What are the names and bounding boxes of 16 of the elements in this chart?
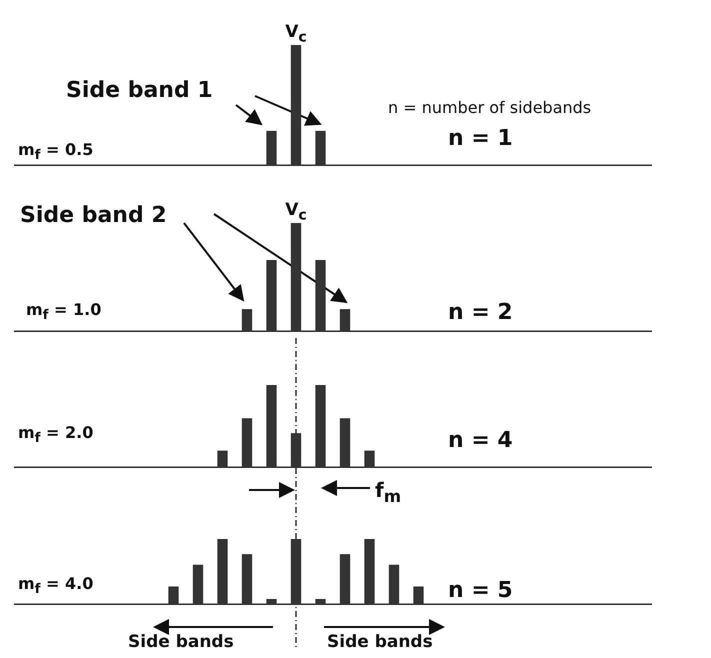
text: f$_{m}$ [375,478,402,506]
text: n = 2 [448,300,513,325]
annotation: V$_{c}$ [285,22,307,46]
text: m$_{f}$ = 4.0 [18,574,94,598]
text: n = 5 [448,578,513,603]
text: n = 4 [448,428,513,453]
text: Side bands [327,632,433,652]
text: n = 1 [448,126,513,151]
text: Side bands [128,632,234,652]
text: Side band 1 [66,78,213,103]
text: n = number of sidebands [388,98,592,117]
text: m$_{f}$ = 1.0 [26,300,102,324]
text: m$_{f}$ = 0.5 [18,140,94,164]
text: Side band 2 [20,203,167,228]
annotation: V$_{c}$ [285,200,307,224]
text: m$_{f}$ = 2.0 [18,423,94,446]
